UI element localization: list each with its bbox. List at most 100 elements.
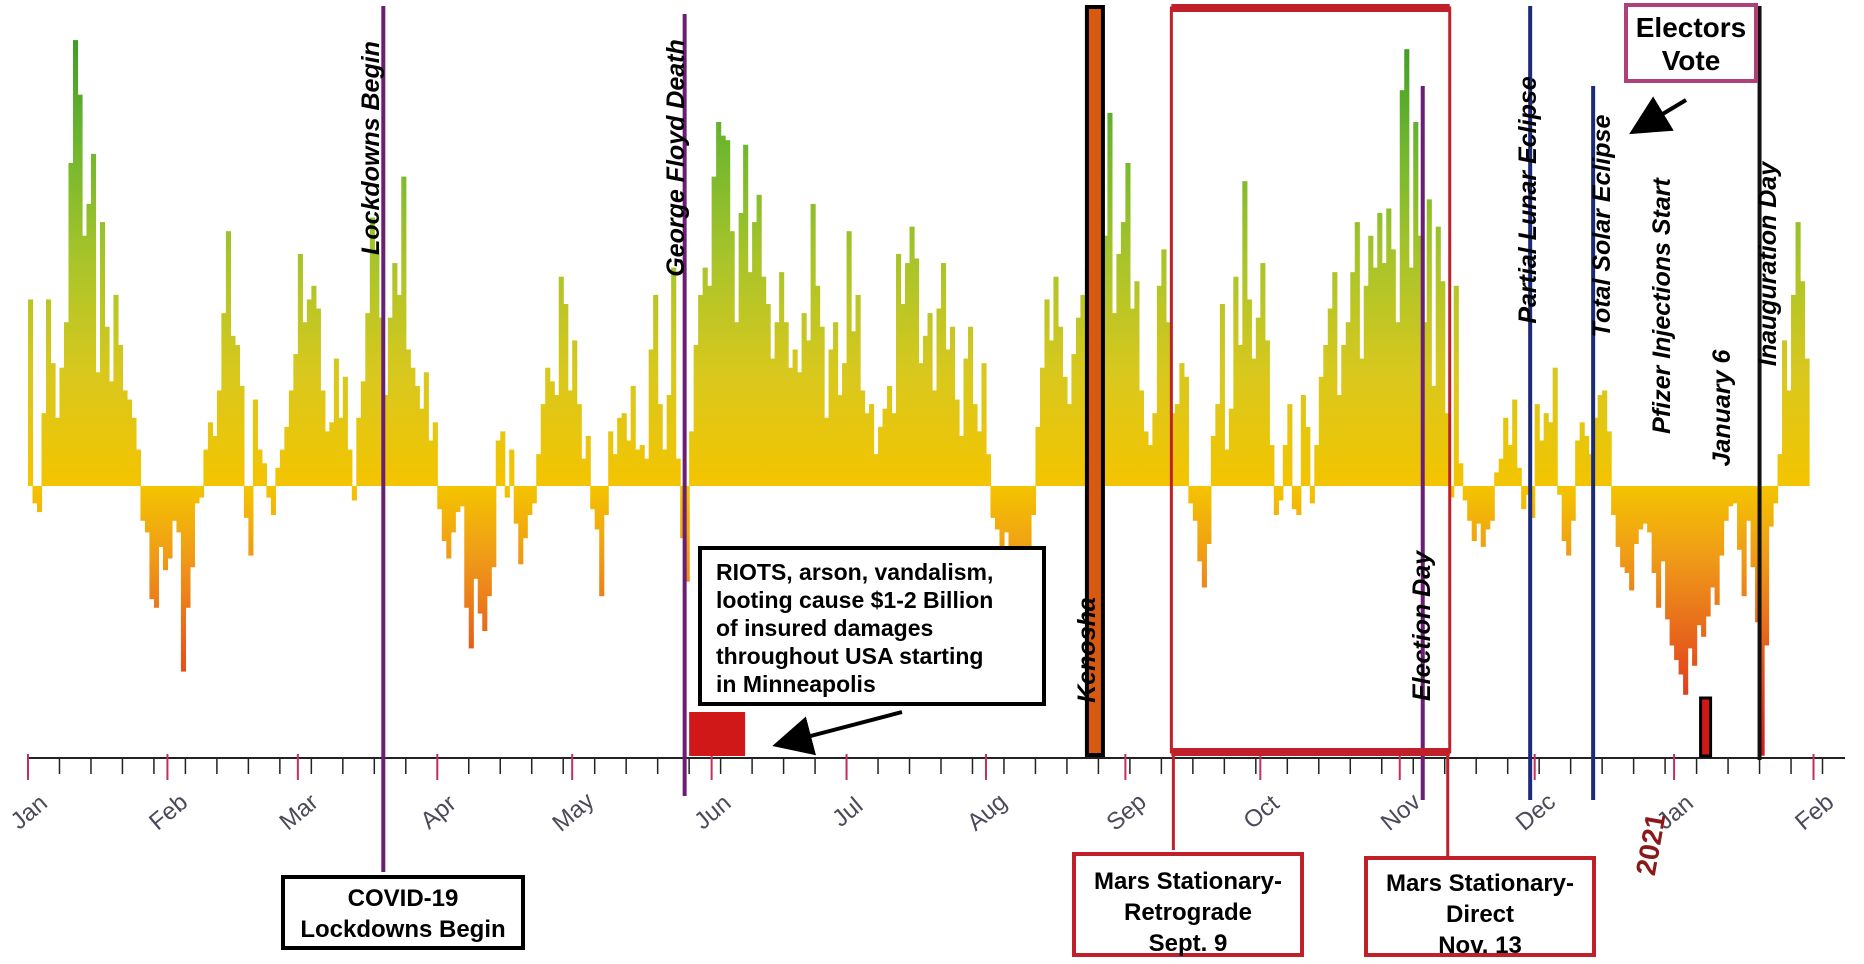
bar (347, 449, 353, 486)
bar (936, 308, 942, 486)
bar (824, 417, 830, 486)
bar (324, 431, 330, 486)
mars-direct-line-3: Nov. 13 (1438, 932, 1522, 959)
bar (153, 486, 160, 608)
bar (540, 404, 546, 486)
bar (266, 486, 272, 498)
bar (194, 486, 200, 504)
bar (864, 413, 870, 486)
bar (1102, 235, 1109, 486)
bar (1773, 486, 1779, 504)
bar (234, 344, 240, 486)
bar (770, 358, 776, 486)
bar (1107, 112, 1113, 487)
mars-retro-line-2: Retrograde (1123, 899, 1253, 926)
bar (666, 395, 672, 486)
bar (1584, 435, 1590, 486)
bar (1489, 486, 1495, 521)
bar (653, 294, 659, 486)
bar (1629, 486, 1635, 591)
bar (684, 486, 690, 582)
bar (1179, 363, 1185, 486)
bar (1192, 486, 1198, 521)
bar (531, 486, 537, 504)
bar (405, 349, 411, 486)
bar (806, 340, 812, 486)
inauguration-label: Inauguration Day (1754, 161, 1782, 366)
bar (963, 358, 969, 486)
bar (198, 486, 205, 498)
bar (72, 40, 79, 486)
bar (711, 176, 717, 486)
bar (1075, 317, 1082, 486)
bar (563, 304, 569, 486)
bar (302, 322, 308, 486)
bar (509, 449, 515, 486)
bar (135, 449, 142, 486)
bar (1557, 486, 1563, 495)
bar (1786, 390, 1792, 486)
bar (810, 203, 816, 486)
bar (315, 308, 321, 486)
mars-retro-line-3: Sept. 9 (1148, 930, 1228, 957)
bar (1377, 213, 1383, 486)
bar (1399, 90, 1405, 487)
bar (140, 486, 146, 521)
bar (558, 276, 564, 486)
bar (225, 231, 231, 486)
bar (1156, 285, 1162, 486)
bar (1579, 422, 1585, 486)
bar (941, 263, 947, 486)
bar (612, 454, 618, 486)
bar (905, 263, 911, 486)
bar (500, 431, 506, 486)
bar (1552, 367, 1558, 486)
bar (1215, 404, 1221, 486)
bar (873, 454, 879, 486)
bar (1008, 486, 1014, 585)
bar (585, 435, 591, 486)
bar (221, 313, 227, 486)
bar (1170, 413, 1176, 486)
bar (437, 486, 443, 510)
bar (648, 349, 654, 486)
mars-region-top-bar (1171, 4, 1450, 12)
bar (131, 417, 137, 486)
covid-box-line-2: Lockdowns Begin (300, 916, 506, 943)
jan6-marker (1699, 696, 1713, 758)
bar (1615, 486, 1621, 547)
bar (914, 258, 920, 486)
bar (1435, 226, 1441, 486)
bar (284, 426, 290, 486)
bar (621, 413, 627, 486)
bar (1161, 249, 1167, 486)
bar (428, 440, 434, 486)
bar (1242, 181, 1248, 486)
bar (869, 404, 875, 486)
bar (410, 367, 416, 486)
bar (1800, 281, 1806, 486)
bar (77, 94, 83, 486)
bar (329, 422, 335, 486)
bar (783, 322, 789, 486)
bar (158, 486, 164, 547)
bar (1183, 376, 1189, 486)
bar (1714, 486, 1720, 605)
bar (468, 486, 474, 649)
month-label: Jan (6, 789, 53, 835)
bar (1350, 272, 1356, 486)
bar (1345, 322, 1351, 486)
bar (743, 144, 749, 486)
bar (1003, 486, 1010, 533)
month-label: Feb (144, 789, 193, 836)
bar (1476, 486, 1482, 524)
bar (994, 486, 1001, 530)
bar (572, 340, 578, 486)
bar (54, 417, 61, 486)
bar (576, 404, 582, 486)
floyd-label: George Floyd Death (662, 39, 690, 277)
bar (1035, 426, 1041, 486)
bar (252, 399, 258, 486)
bar (1665, 486, 1671, 620)
